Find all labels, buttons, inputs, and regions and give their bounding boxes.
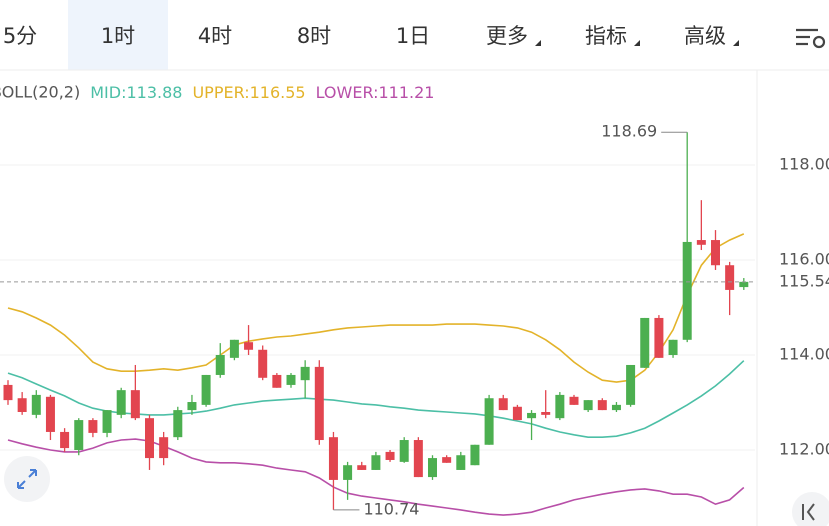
dropdown-arrow: [733, 40, 739, 46]
tab[interactable]: 指标: [585, 24, 627, 48]
candle-body: [442, 457, 452, 463]
tab[interactable]: 5分: [3, 24, 37, 48]
candle-body: [300, 366, 310, 381]
candle-body: [371, 455, 381, 470]
candle-body: [173, 410, 183, 438]
high-label: 118.69: [601, 122, 657, 141]
indicator-label: BOLL(20,2): [0, 83, 80, 102]
candle-body: [215, 355, 225, 375]
kline-button[interactable]: [792, 492, 829, 526]
candle-body: [201, 374, 211, 405]
indicator-line: [7, 360, 745, 438]
last-price-bg: [758, 269, 829, 294]
legend-sep: :: [244, 83, 249, 102]
candle-body: [17, 398, 27, 412]
tab[interactable]: 更多: [486, 24, 528, 48]
tab[interactable]: 4时: [198, 24, 232, 48]
candle-body: [116, 390, 126, 415]
candle-body: [725, 265, 735, 290]
candle-body: [654, 317, 664, 358]
legend-item: UPPER:116.55: [192, 83, 305, 102]
candle-body: [626, 364, 636, 405]
candle-body: [159, 437, 169, 459]
candle-body: [583, 400, 593, 411]
candle-body: [31, 394, 41, 415]
candle-body: [470, 444, 480, 466]
candle-body: [640, 317, 650, 368]
candle-body: [498, 398, 508, 411]
legend-sep: :: [373, 83, 378, 102]
candle-body: [597, 400, 607, 411]
candle-body: [343, 465, 353, 480]
candle-body: [512, 406, 522, 421]
candle-body: [45, 396, 55, 432]
legend-value: 113.88: [126, 83, 182, 102]
candle-body: [456, 455, 466, 470]
expand-button[interactable]: [4, 456, 50, 502]
candle-body: [74, 420, 84, 450]
low-label: 110.74: [363, 499, 419, 518]
y-tick-label: 114.00: [779, 345, 829, 364]
legend-item: LOWER:111.21: [316, 83, 435, 102]
candle-body: [357, 465, 367, 470]
legend-value: 116.55: [250, 83, 306, 102]
legend-sep: :: [121, 83, 126, 102]
candle-body: [385, 451, 395, 460]
candle-body: [130, 390, 140, 419]
candle-body: [541, 412, 551, 415]
candle-body: [555, 394, 565, 419]
candle-body: [102, 410, 112, 433]
candle-body: [484, 398, 494, 445]
y-tick-label: 116.00: [779, 250, 829, 269]
candle-body: [739, 281, 749, 288]
candle-body: [668, 339, 678, 355]
settings-icon[interactable]: [796, 28, 826, 49]
candle-body: [3, 384, 13, 401]
candle-body: [88, 420, 98, 433]
legend-name: LOWER: [316, 83, 374, 102]
legend-value: 111.21: [378, 83, 434, 102]
dropdown-arrow: [535, 40, 541, 46]
tab[interactable]: 1时: [101, 24, 135, 48]
candle-body: [328, 437, 338, 480]
tab[interactable]: 高级: [684, 24, 726, 48]
tab-selected-bg: [68, 0, 168, 70]
candle-body: [244, 342, 254, 350]
indicator-line: [7, 233, 745, 383]
candle-body: [569, 396, 579, 405]
candle-body: [187, 402, 197, 411]
candle-body: [229, 339, 239, 358]
tabs: 5分 1时 4时 8时 1日 更多 指标 高级: [3, 24, 739, 48]
last-price-label: 115.54: [779, 271, 829, 290]
legend-name: UPPER: [192, 83, 244, 102]
candle-body: [696, 240, 706, 245]
legend-name: MID: [90, 83, 121, 102]
candle-body: [399, 440, 409, 462]
y-tick-label: 112.00: [779, 440, 829, 459]
candle-body: [711, 240, 720, 266]
tab[interactable]: 1日: [396, 24, 430, 48]
candle-body: [413, 440, 423, 478]
candle-body: [60, 431, 70, 449]
candle-body: [286, 374, 296, 385]
y-tick-label: 118.00: [779, 155, 829, 174]
dropdown-arrow: [634, 40, 640, 46]
candle-body: [145, 418, 154, 459]
plot: 112.00 114.00 116.00 118.00 118.69 110.74 115.…: [0, 122, 829, 518]
candle-body: [682, 241, 692, 340]
candle-body: [272, 374, 282, 388]
candle-body: [428, 458, 437, 478]
legend-item: MID:113.88: [90, 83, 182, 102]
candle-body: [314, 366, 324, 441]
indicator-line: [7, 438, 745, 516]
candle-body: [258, 349, 268, 378]
candle-body: [527, 412, 537, 419]
tab[interactable]: 8时: [297, 24, 331, 48]
candle-body: [611, 404, 621, 411]
